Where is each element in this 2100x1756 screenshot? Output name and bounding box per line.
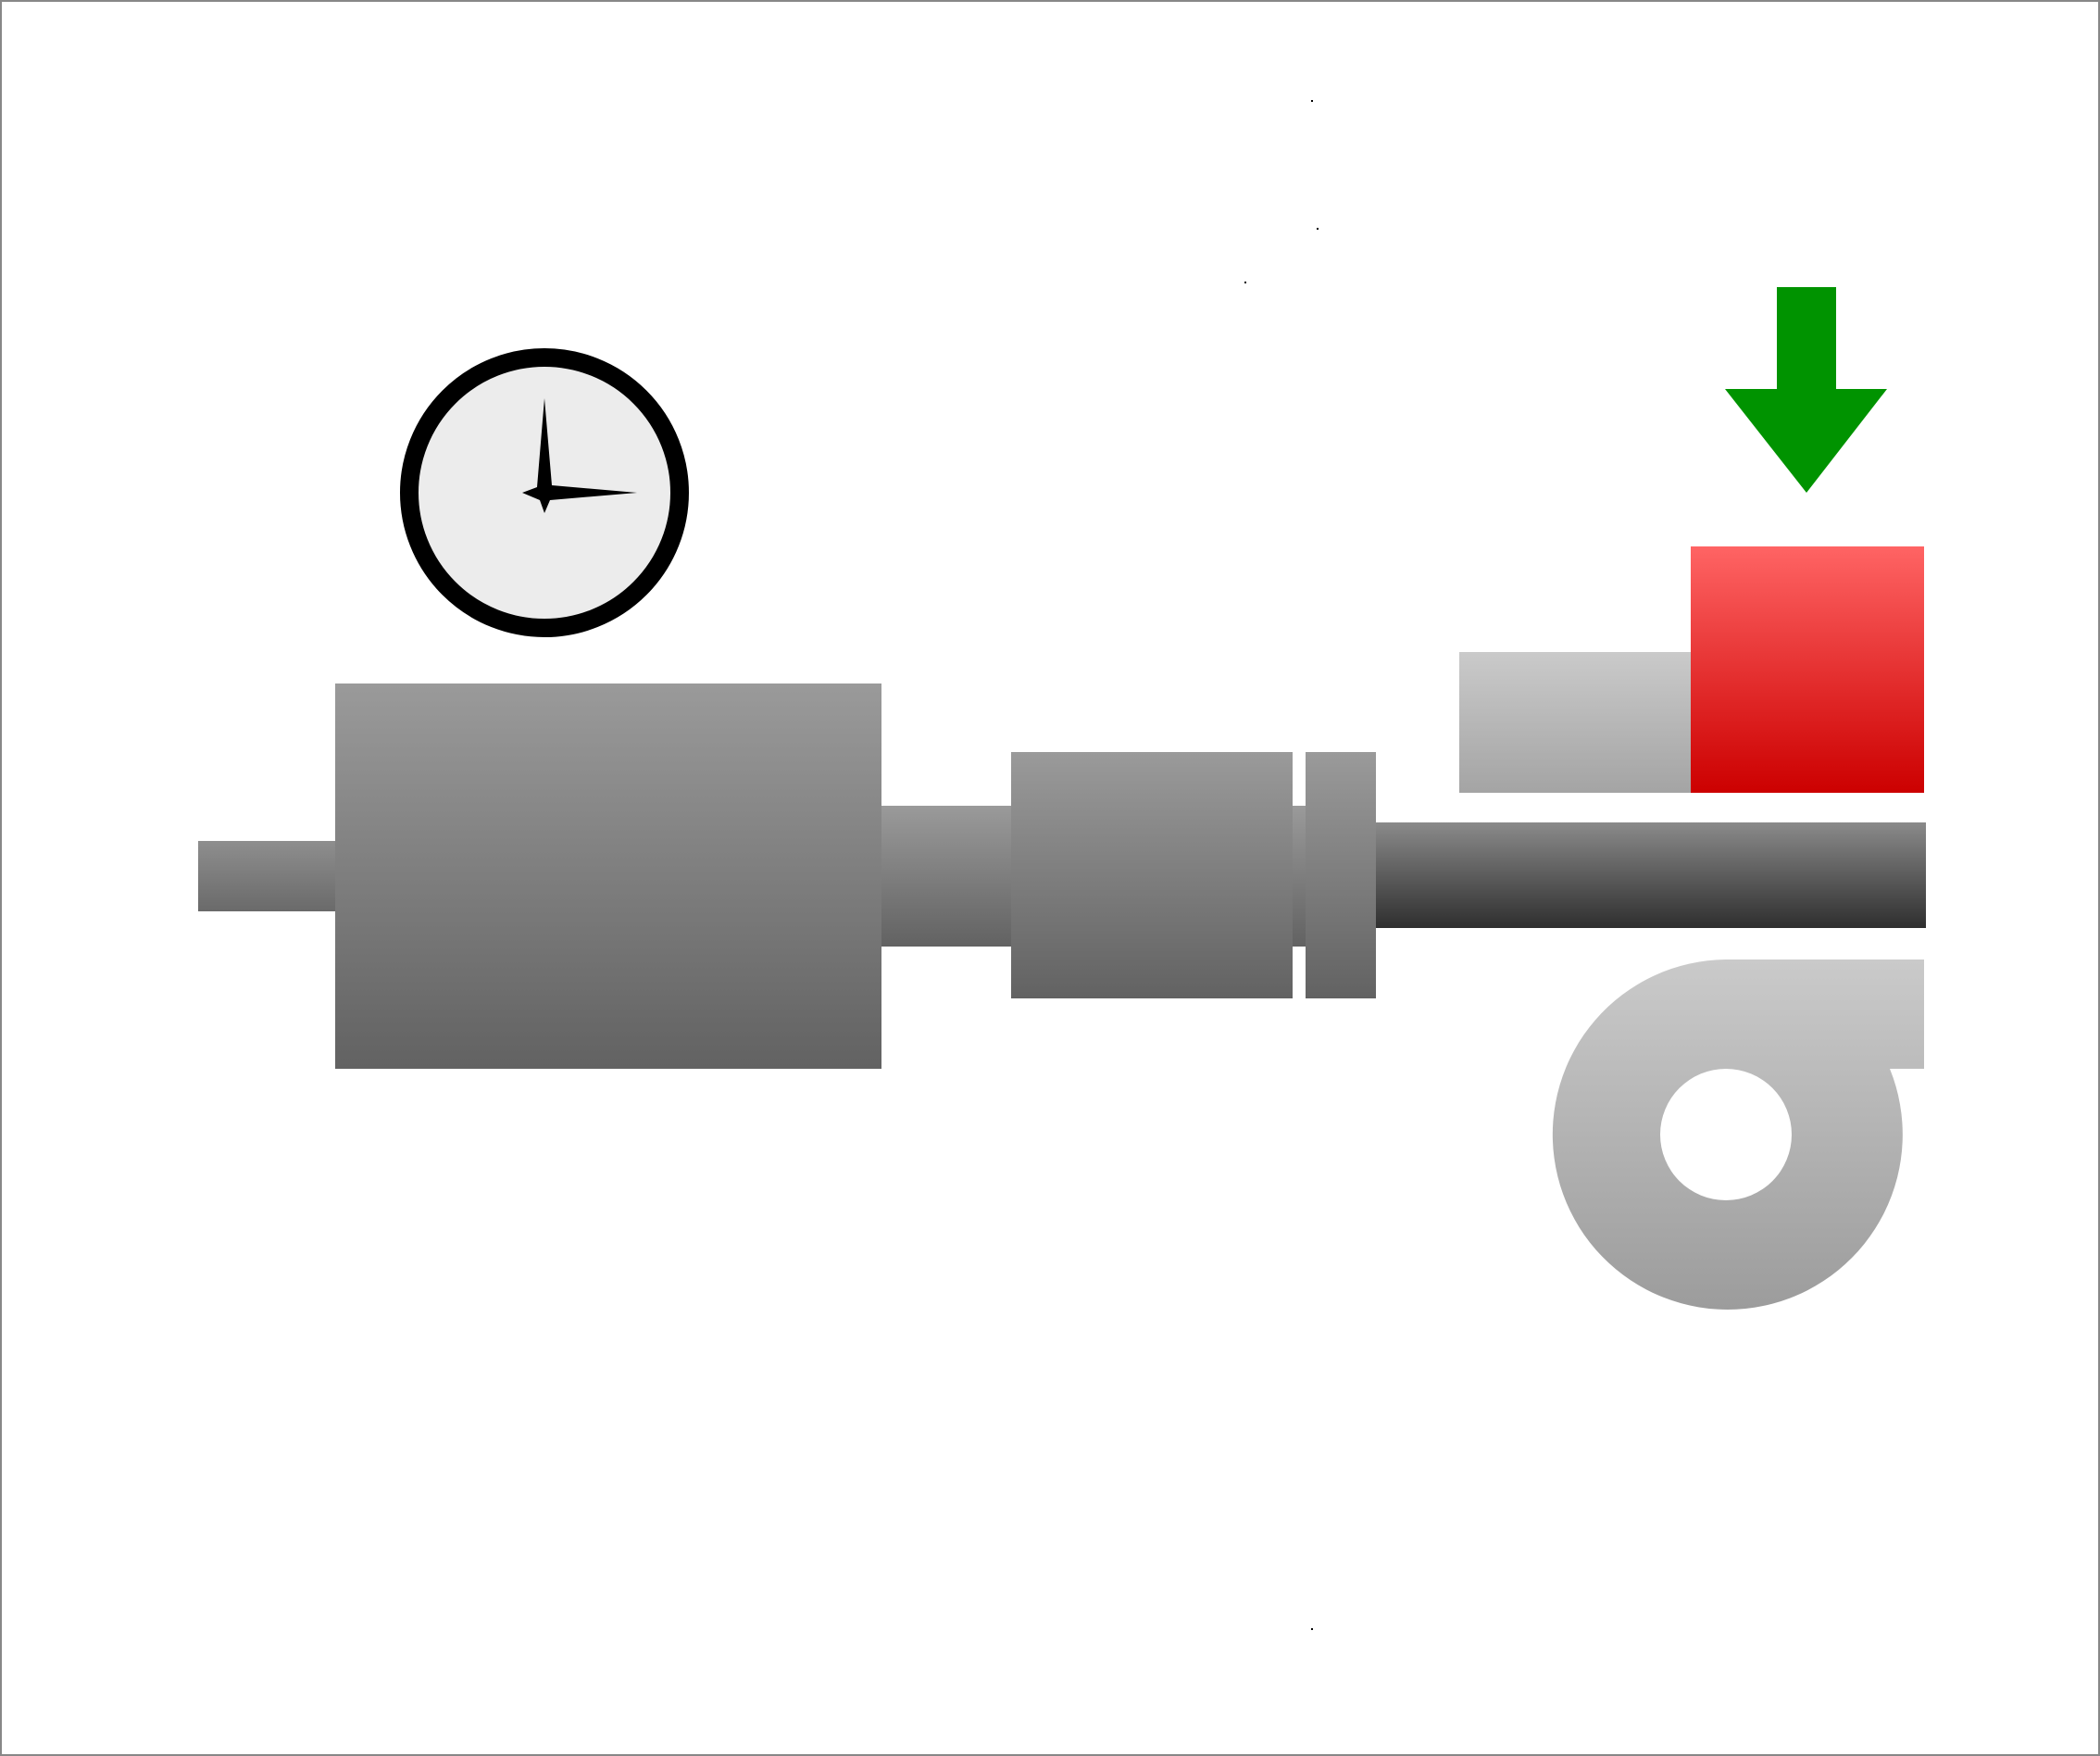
shaft-segment [1291,806,1307,947]
arrow-down-icon [1725,287,1887,493]
coupling-flange [1306,752,1376,998]
bearing-support [1459,652,1694,793]
stray-mark [1317,228,1319,230]
stray-mark [1244,282,1246,283]
gauge-icon [400,348,689,637]
gauge-needle [522,398,637,513]
middle-shaft [880,806,1019,947]
coupling-block [1011,752,1293,998]
heater-block [1691,546,1924,793]
drive-housing [335,684,881,1069]
centrifugal-fan-icon [1552,960,1924,1310]
main-shaft [1374,822,1926,928]
left-shaft-stub [198,841,339,911]
stray-mark [1311,100,1313,102]
stray-mark [1311,1628,1313,1630]
